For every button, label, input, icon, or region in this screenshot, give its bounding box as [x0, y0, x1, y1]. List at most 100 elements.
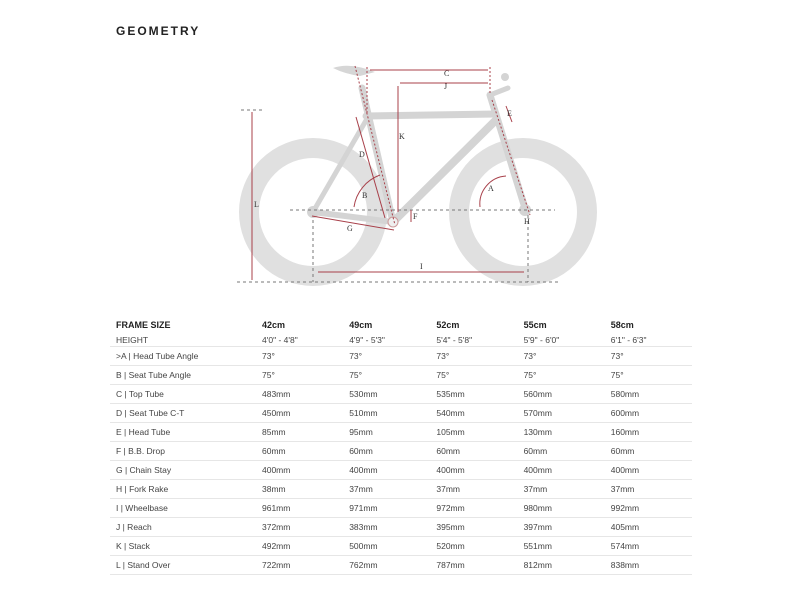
table-row: HEIGHT 4'0" - 4'8" 4'9" - 5'3" 5'4" - 5'8" 5…	[110, 333, 692, 347]
label-J: J	[444, 82, 447, 91]
row-label: I | Wheelbase	[110, 498, 256, 518]
dimension-lines	[251, 69, 524, 280]
cell-value: 483mm	[256, 384, 344, 404]
cell-value: 762mm	[343, 555, 431, 575]
front-wheel	[449, 138, 597, 286]
cell-value: 400mm	[343, 460, 431, 480]
seat-tube-line	[354, 65, 531, 226]
cell-value: 60mm	[256, 441, 344, 461]
cell-value: 520mm	[430, 536, 518, 556]
cell-value: 812mm	[517, 555, 605, 575]
table-row: I | Wheelbase 961mm 971mm 972mm 980mm 992mm	[110, 498, 692, 518]
cell-value: 75°	[604, 365, 692, 385]
cell-value: 980mm	[517, 498, 605, 518]
table-row: H | Fork Rake 38mm 37mm 37mm 37mm 37mm	[110, 479, 692, 499]
row-label: D | Seat Tube C-T	[110, 403, 256, 423]
cell-value: 4'0" - 4'8"	[256, 333, 344, 347]
cell-value: 95mm	[343, 422, 431, 442]
table-row: E | Head Tube 85mm 95mm 105mm 130mm 160mm	[110, 422, 692, 442]
row-label: H | Fork Rake	[110, 479, 256, 499]
row-label: G | Chain Stay	[110, 460, 256, 480]
cell-value: 4'9" - 5'3"	[343, 333, 431, 347]
cell-value: 961mm	[256, 498, 344, 518]
cell-value: 450mm	[256, 403, 344, 423]
cell-value: 540mm	[430, 403, 518, 423]
row-label: L | Stand Over	[110, 555, 256, 575]
cell-value: 160mm	[604, 422, 692, 442]
cell-value: 510mm	[343, 403, 431, 423]
cell-value: 49cm	[349, 319, 373, 330]
row-label: E | Head Tube	[110, 422, 256, 442]
cell-value: 130mm	[517, 422, 605, 442]
cell-value: 60mm	[430, 441, 518, 461]
table-row: K | Stack 492mm 500mm 520mm 551mm 574mm	[110, 536, 692, 556]
cell-value: 600mm	[604, 403, 692, 423]
cell-value: 560mm	[517, 384, 605, 404]
cell-value: 55cm	[523, 319, 547, 330]
cell-value: 75°	[343, 365, 431, 385]
label-G: G	[347, 224, 353, 233]
row-label: HEIGHT	[110, 333, 256, 347]
table-row: D | Seat Tube C-T 450mm 510mm 540mm 570mm 600…	[110, 403, 692, 423]
cell-value: 37mm	[517, 479, 605, 499]
cell-value: 73°	[256, 346, 344, 366]
label-E: E	[507, 109, 512, 118]
table-row: C | Top Tube 483mm 530mm 535mm 560mm 580mm	[110, 384, 692, 404]
cell-value: 971mm	[343, 498, 431, 518]
cell-value: 5'9" - 6'0"	[517, 333, 605, 347]
cell-value: 395mm	[430, 517, 518, 537]
cell-value: 73°	[604, 346, 692, 366]
label-C: C	[444, 69, 449, 78]
cell-value: 400mm	[256, 460, 344, 480]
cell-value: 73°	[517, 346, 605, 366]
cell-value: 37mm	[604, 479, 692, 499]
cell-value: 75°	[517, 365, 605, 385]
cell-value: 60mm	[517, 441, 605, 461]
cell-value: 405mm	[604, 517, 692, 537]
reference-lines	[237, 109, 560, 283]
cell-value: 60mm	[604, 441, 692, 461]
cell-value: 551mm	[517, 536, 605, 556]
cell-value: 992mm	[604, 498, 692, 518]
cell-value: 75°	[430, 365, 518, 385]
cell-value: 75°	[256, 365, 344, 385]
geometry-table: FRAME SIZE 42cm 49cm 52cm 55cm 58cm HEIGHT 4'0"…	[110, 316, 692, 575]
cell-value: 574mm	[604, 536, 692, 556]
table-row: J | Reach 372mm 383mm 395mm 397mm 405mm	[110, 517, 692, 537]
bike-geometry-diagram: A B C D E F G H I J K L	[237, 65, 597, 286]
cell-value: 580mm	[604, 384, 692, 404]
table-row: B | Seat Tube Angle 75° 75° 75° 75° 75°	[110, 365, 692, 385]
table-row: G | Chain Stay 400mm 400mm 400mm 400mm 400mm	[110, 460, 692, 480]
cell-value: 5'4" - 5'8"	[430, 333, 518, 347]
cell-value: 60mm	[343, 441, 431, 461]
cell-value: 73°	[430, 346, 518, 366]
row-label: B | Seat Tube Angle	[110, 365, 256, 385]
cell-value: 372mm	[256, 517, 344, 537]
cell-value: 530mm	[343, 384, 431, 404]
cell-value: 722mm	[256, 555, 344, 575]
row-label: F | B.B. Drop	[110, 441, 256, 461]
cell-value: 400mm	[604, 460, 692, 480]
table-row: L | Stand Over 722mm 762mm 787mm 812mm 838mm	[110, 555, 692, 575]
cell-value: 38mm	[256, 479, 344, 499]
label-L: L	[254, 200, 259, 209]
cell-value: 73°	[343, 346, 431, 366]
label-B: B	[362, 191, 367, 200]
label-A: A	[488, 184, 494, 193]
row-label: K | Stack	[110, 536, 256, 556]
cell-value: 400mm	[517, 460, 605, 480]
cell-value: 37mm	[430, 479, 518, 499]
cell-value: 52cm	[436, 319, 460, 330]
cell-value: 570mm	[517, 403, 605, 423]
label-K: K	[399, 132, 405, 141]
label-I: I	[420, 262, 423, 271]
cell-value: 6'1" - 6'3"	[604, 333, 692, 347]
cell-value: 492mm	[256, 536, 344, 556]
cell-value: 58cm	[610, 319, 634, 330]
cell-value: 397mm	[517, 517, 605, 537]
cell-value: 37mm	[343, 479, 431, 499]
cell-value: 400mm	[430, 460, 518, 480]
cell-value: 85mm	[256, 422, 344, 442]
cell-value: 42cm	[262, 319, 286, 330]
cell-value: 500mm	[343, 536, 431, 556]
